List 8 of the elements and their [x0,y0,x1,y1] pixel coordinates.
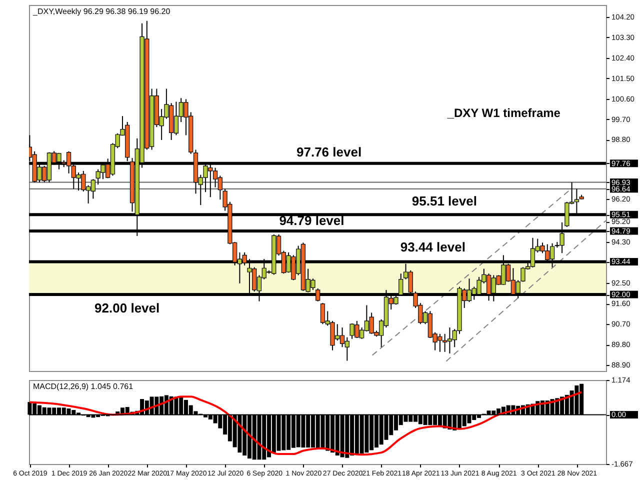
ref-line-label: 97.76 level [296,144,362,160]
annotation: MACD(12,26,9) 1.045 0.761 [33,382,134,391]
ref-line-label: 93.44 level [400,240,466,255]
ref-line-label: 94.79 level [279,213,344,228]
ref-line-label: 95.51 level [412,194,477,209]
annotation: _DXY,Weekly 96.29 96.38 96.19 96.20 [32,7,171,16]
text: _DXY W1 timeframe [446,106,561,120]
ref-line-label: 92.00 level [94,300,160,316]
